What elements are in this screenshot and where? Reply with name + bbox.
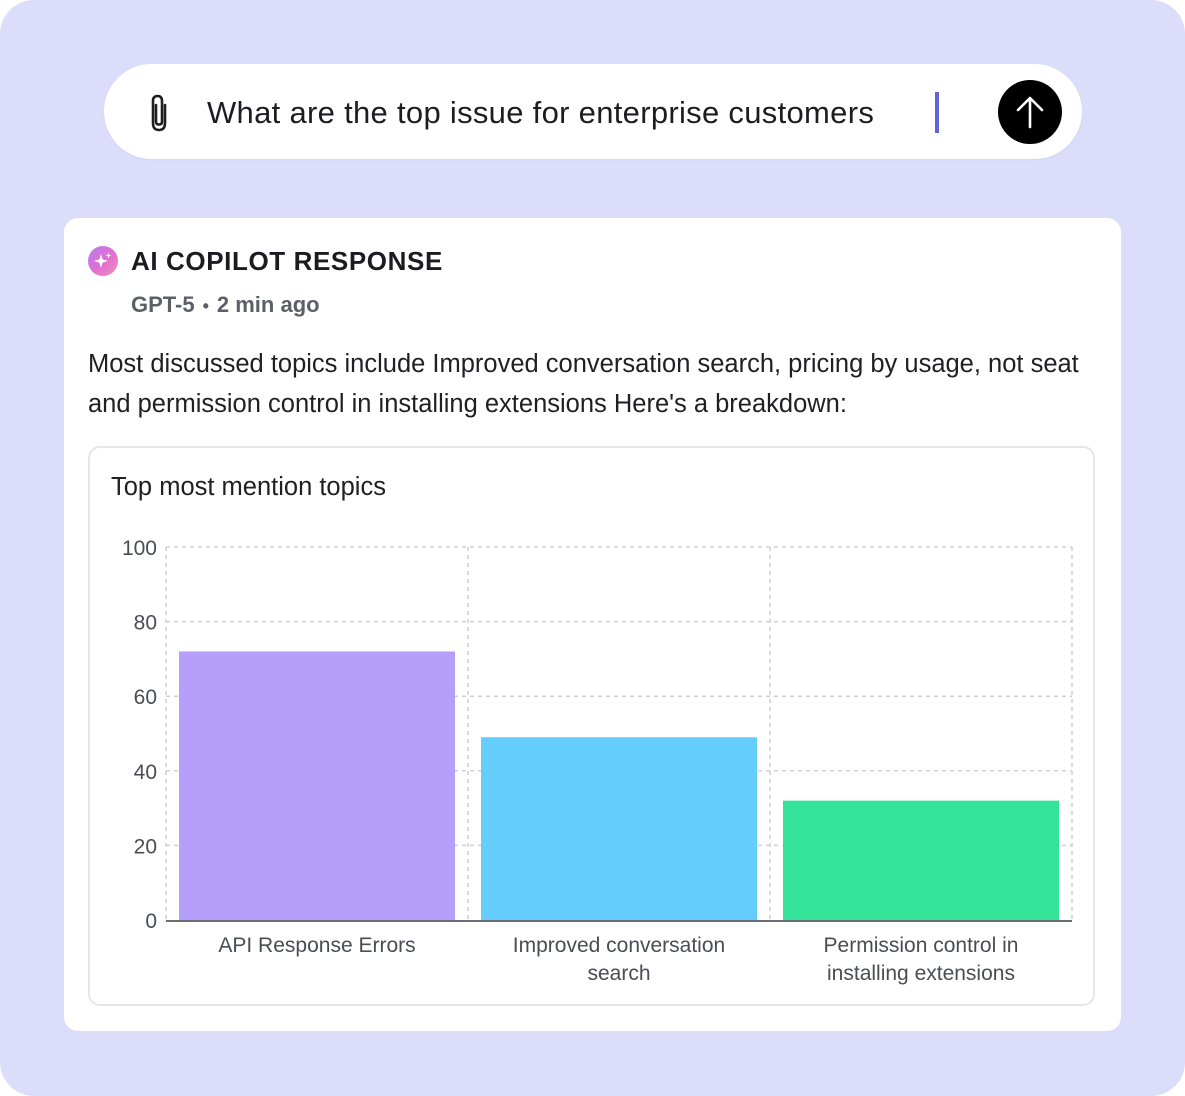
y-tick-label: 40 (134, 761, 157, 784)
arrow-up-icon (1016, 96, 1044, 129)
text-caret (935, 92, 939, 133)
model-name: GPT-5 (131, 292, 195, 317)
x-category-label: Permission control in (824, 934, 1019, 957)
paperclip-icon[interactable] (140, 91, 178, 135)
response-body: Most discussed topics include Improved c… (88, 350, 1079, 418)
x-category-label: API Response Errors (218, 934, 415, 957)
send-button[interactable] (998, 80, 1062, 144)
y-tick-label: 80 (134, 612, 157, 635)
bar-3 (783, 800, 1059, 920)
y-tick-label: 100 (122, 537, 157, 560)
y-tick-label: 60 (134, 686, 157, 709)
y-tick-label: 0 (145, 910, 157, 933)
x-category-label: search (587, 962, 650, 985)
bar-1 (179, 651, 455, 920)
x-category-label: Improved conversation (513, 934, 725, 957)
bar-2 (481, 737, 757, 920)
prompt-input[interactable]: What are the top issue for enterprise cu… (207, 95, 875, 130)
timestamp: 2 min ago (216, 292, 320, 317)
x-category-label: installing extensions (827, 962, 1015, 985)
chart-title: Top most mention topics (111, 473, 386, 501)
y-tick-label: 20 (134, 835, 157, 858)
chart-panel (88, 446, 1095, 1006)
meta-separator: • (202, 296, 209, 316)
response-title: AI COPILOT RESPONSE (131, 246, 443, 276)
response-meta: GPT-5 • 2 min ago (131, 290, 320, 321)
sparkle-icon (88, 246, 118, 276)
prompt-bar[interactable] (104, 64, 1082, 159)
